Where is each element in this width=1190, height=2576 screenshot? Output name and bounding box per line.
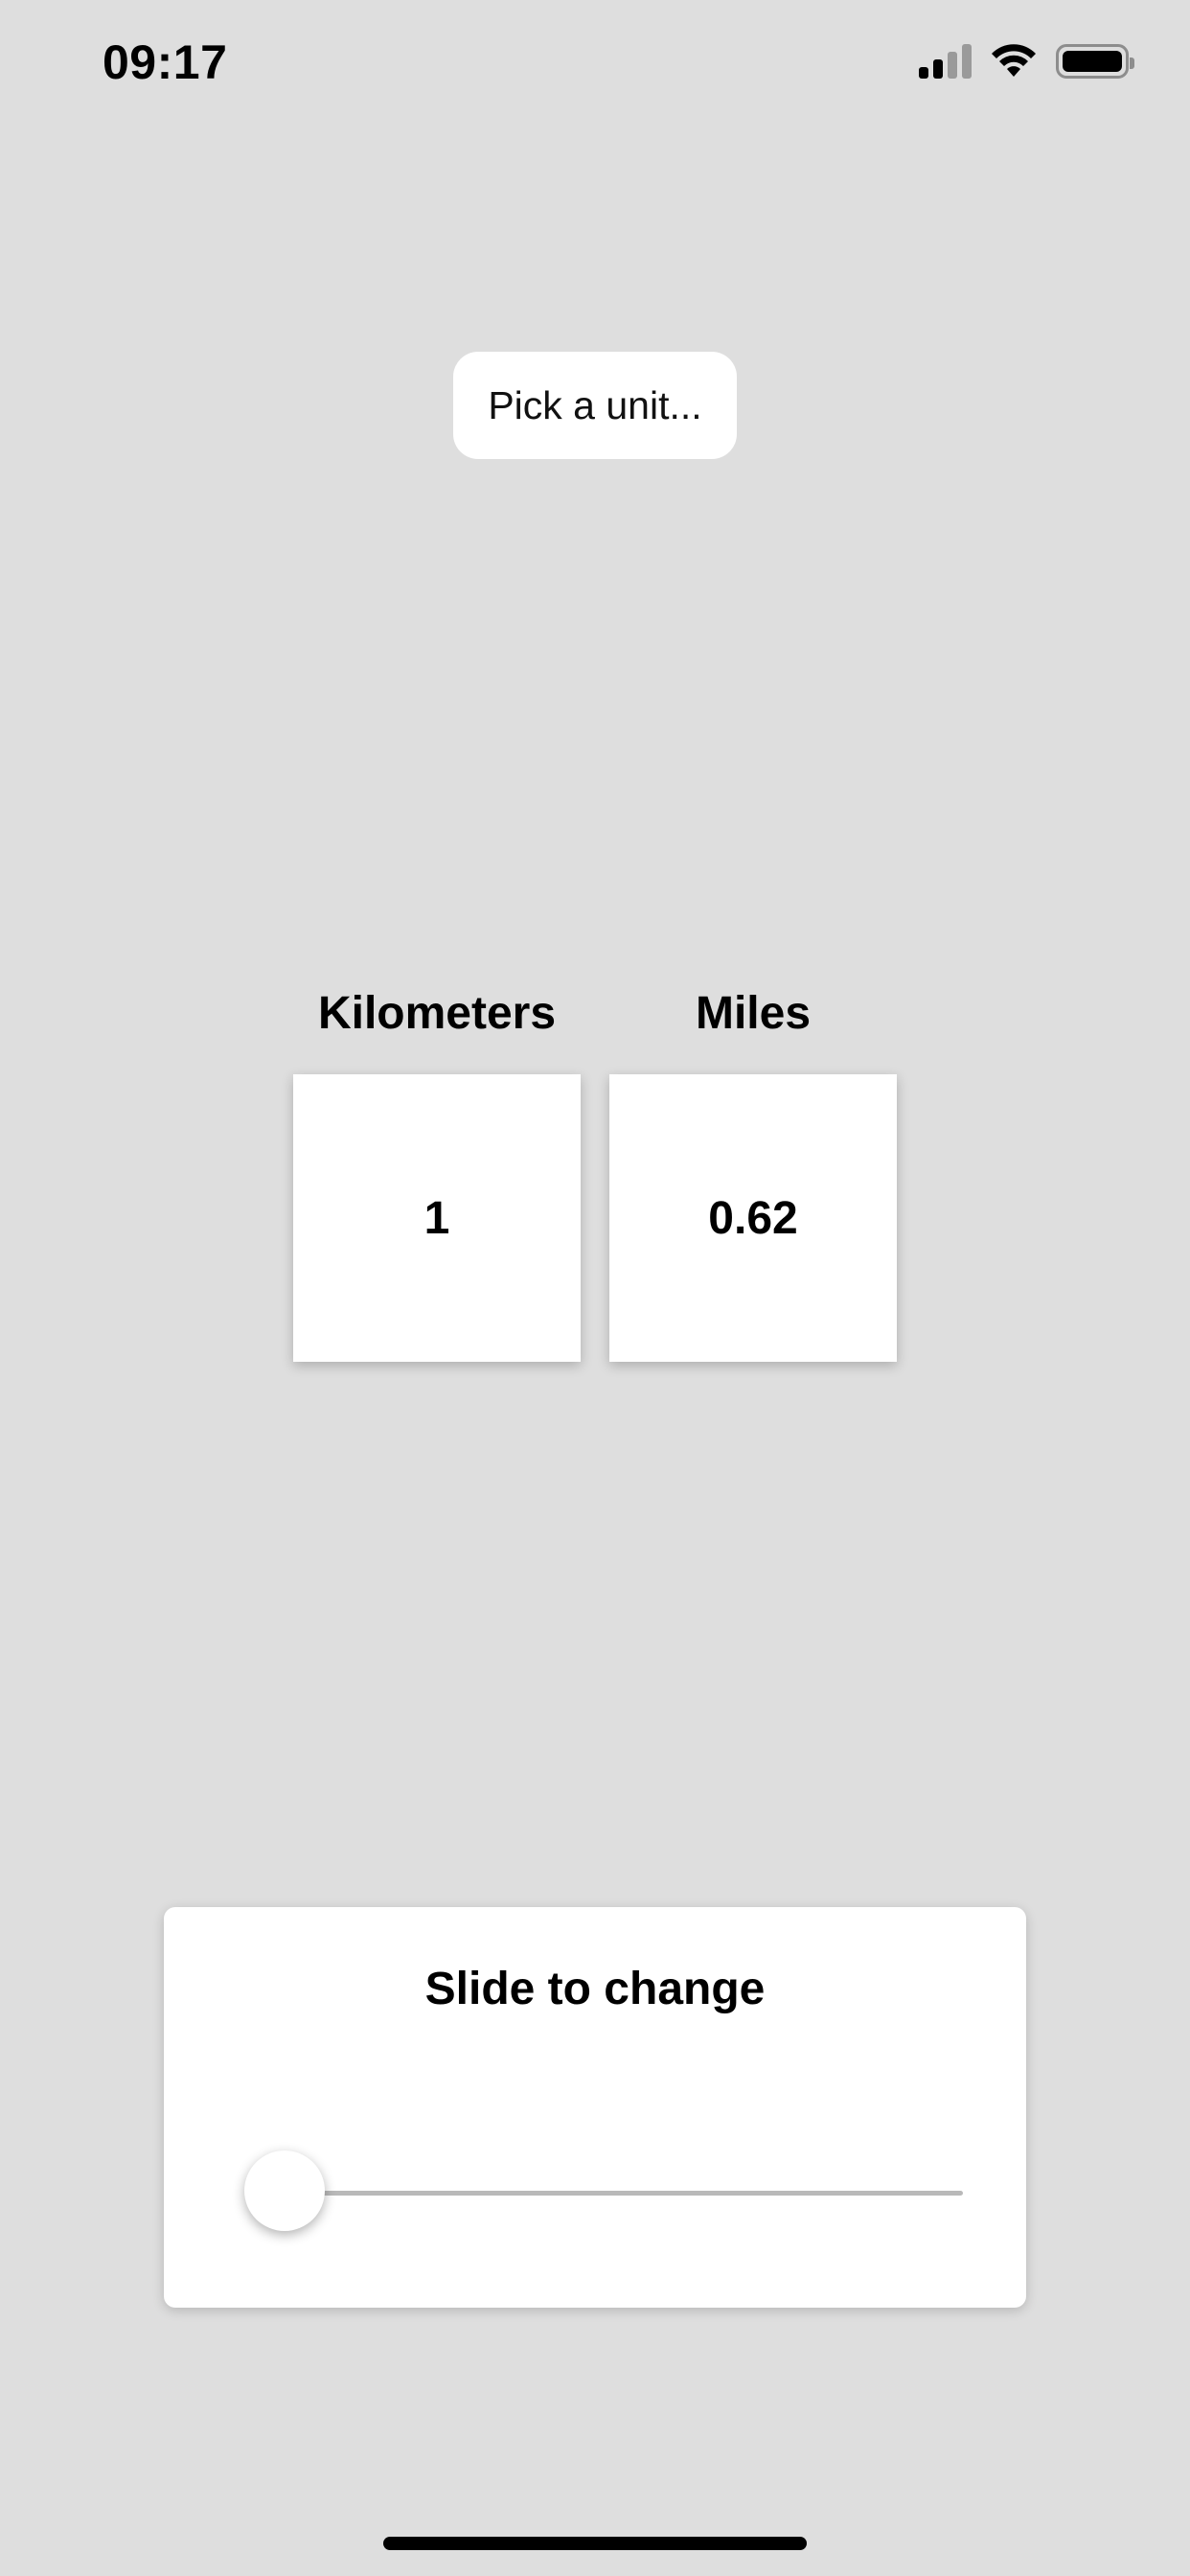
wifi-icon [992, 44, 1036, 77]
slider-track[interactable] [265, 2191, 963, 2196]
to-value-card: 0.62 [609, 1074, 897, 1362]
battery-icon [1056, 44, 1134, 79]
unit-picker-button[interactable]: Pick a unit... [453, 352, 737, 459]
from-unit-label: Kilometers [317, 988, 557, 1039]
home-indicator[interactable] [383, 2537, 807, 2550]
cellular-signal-icon [919, 44, 972, 79]
slider-thumb[interactable] [244, 2150, 325, 2231]
slider-title: Slide to change [424, 1964, 766, 2014]
status-icons [919, 44, 1134, 79]
status-time: 09:17 [103, 35, 228, 89]
from-value: 1 [423, 1192, 450, 1244]
slider-panel: Slide to change [164, 1907, 1026, 2308]
from-value-card: 1 [293, 1074, 581, 1362]
to-value: 0.62 [708, 1192, 798, 1244]
to-unit-label: Miles [695, 988, 812, 1039]
